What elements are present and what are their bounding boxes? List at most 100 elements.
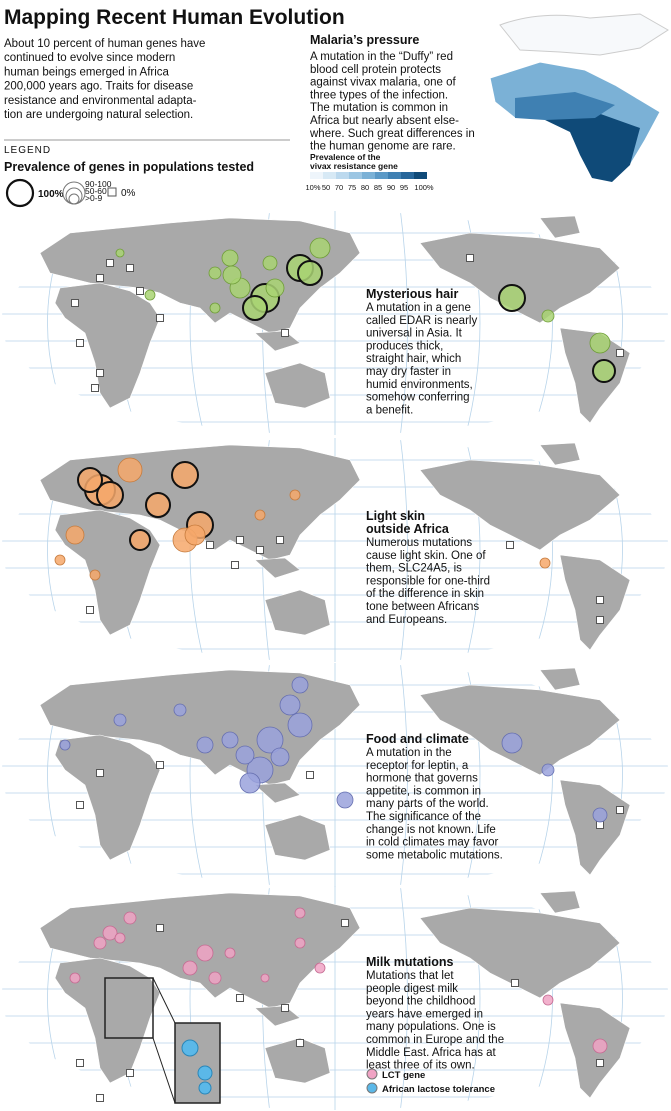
zero-marker: [136, 287, 144, 295]
zero-marker: [96, 369, 104, 377]
scale-label: 50: [322, 183, 330, 192]
scale-swatch: [323, 172, 336, 179]
panel-line: may dry faster in: [366, 366, 451, 378]
population-circle: [498, 284, 526, 312]
zero-marker: [596, 596, 604, 604]
world-map: [0, 883, 671, 1111]
malaria-line: Africa but nearly absent else-: [310, 115, 459, 127]
population-circle: [541, 763, 555, 777]
malaria-line: where. Such great differences in: [309, 128, 475, 140]
population-circle: [54, 554, 66, 566]
malaria-heading: Malaria’s pressure: [310, 33, 419, 47]
africa-mid: [515, 92, 615, 120]
zero-marker: [106, 259, 114, 267]
intro-line: 200,000 years ago. Traits for disease: [4, 81, 193, 93]
malaria-line: A mutation in the “Duffy” red: [310, 51, 453, 63]
legend-circle: [5, 178, 35, 208]
scale-label: 100%: [414, 183, 434, 192]
scale-swatch: [375, 172, 388, 179]
population-circle: [221, 731, 239, 749]
scale-label: 95: [400, 183, 408, 192]
scale-swatch: [388, 172, 401, 179]
population-circle: [256, 726, 284, 754]
population-circle: [260, 973, 270, 983]
panel-line: A mutation in a gene: [366, 302, 471, 314]
panel-line: people digest milk: [366, 983, 458, 995]
scale-title: vivax resistance gene: [310, 161, 398, 171]
zero-marker: [76, 1059, 84, 1067]
panel-line: produces thick,: [366, 340, 443, 352]
legend-title: Prevalence of genes in populations teste…: [4, 160, 254, 174]
population-circle: [59, 739, 71, 751]
lactose-circle: [198, 1081, 212, 1095]
panel-line: Numerous mutations: [366, 537, 472, 549]
world-map: [0, 208, 671, 438]
lactose-circle: [197, 1065, 213, 1081]
population-circle: [294, 907, 306, 919]
population-circle: [291, 676, 309, 694]
panel-line: of the difference in skin: [366, 588, 484, 600]
panel-line: them, SLC24A5, is: [366, 563, 462, 575]
zero-marker: [616, 806, 624, 814]
population-circle: [77, 467, 103, 493]
population-circle: [235, 745, 255, 765]
scale-label: 80: [361, 183, 369, 192]
scale-title: Prevalence of the: [310, 152, 381, 162]
malaria-line: blood cell protein protects: [310, 64, 441, 76]
population-circle: [297, 260, 323, 286]
scale-swatch: [349, 172, 362, 179]
panel-line: universal in Asia. It: [366, 328, 463, 340]
milk-legend-label: African lactose tolerance: [382, 1084, 495, 1095]
population-circle: [173, 703, 187, 717]
population-circle: [93, 936, 107, 950]
population-circle: [592, 807, 608, 823]
milk-legend-swatch: [366, 1068, 378, 1080]
panel-line: tone between Africans: [366, 601, 479, 613]
legend-label: 50-60: [85, 186, 107, 196]
population-circle: [182, 960, 198, 976]
panel-heading: Light skin: [366, 509, 425, 523]
population-circle: [279, 694, 301, 716]
panel-line: called EDAR is nearly: [366, 315, 477, 327]
milk-legend-label: LCT gene: [382, 1070, 425, 1081]
intro-line: human beings emerged in Africa: [4, 66, 170, 78]
panel-line: many parts of the world.: [366, 798, 489, 810]
panel-line: responsible for one-third: [366, 575, 490, 587]
legend-label: >0-9: [85, 193, 103, 203]
zero-marker: [236, 536, 244, 544]
panel-line: The significance of the: [366, 811, 481, 823]
zero-marker: [616, 349, 624, 357]
panel-line: in cold climates may favor: [366, 837, 498, 849]
zero-marker: [236, 994, 244, 1002]
zero-marker: [596, 1059, 604, 1067]
population-circle: [129, 529, 151, 551]
population-circle: [270, 747, 290, 767]
legend-circle: [65, 187, 83, 205]
scale-label: 10%: [305, 183, 320, 192]
population-circle: [336, 791, 354, 809]
zero-marker: [76, 339, 84, 347]
europe-outline: [499, 13, 669, 56]
panel-line: common in Europe and the: [366, 1034, 504, 1046]
zero-marker: [281, 329, 289, 337]
population-circle: [144, 289, 156, 301]
population-circle: [208, 266, 222, 280]
legend-label: 90-100: [85, 179, 112, 189]
population-circle: [539, 557, 551, 569]
panel-heading: Food and climate: [366, 732, 469, 746]
population-circle: [89, 569, 101, 581]
population-circle: [113, 713, 127, 727]
population-circle: [115, 248, 125, 258]
population-circle: [541, 309, 555, 323]
population-circle: [65, 525, 85, 545]
population-circle: [592, 1038, 608, 1054]
zero-marker: [86, 606, 94, 614]
population-circle: [294, 937, 306, 949]
panel-heading: Milk mutations: [366, 955, 454, 969]
panel-heading: Mysterious hair: [366, 287, 459, 301]
population-circle: [309, 237, 331, 259]
